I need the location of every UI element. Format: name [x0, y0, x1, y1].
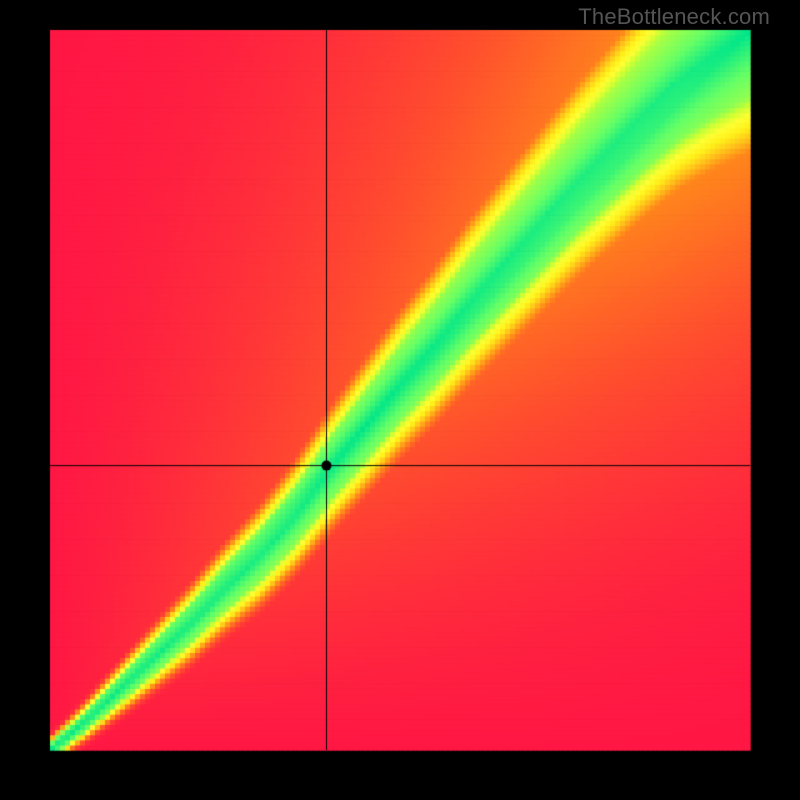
crosshair-overlay [0, 0, 800, 800]
watermark-text: TheBottleneck.com [578, 4, 770, 30]
chart-container: TheBottleneck.com [0, 0, 800, 800]
